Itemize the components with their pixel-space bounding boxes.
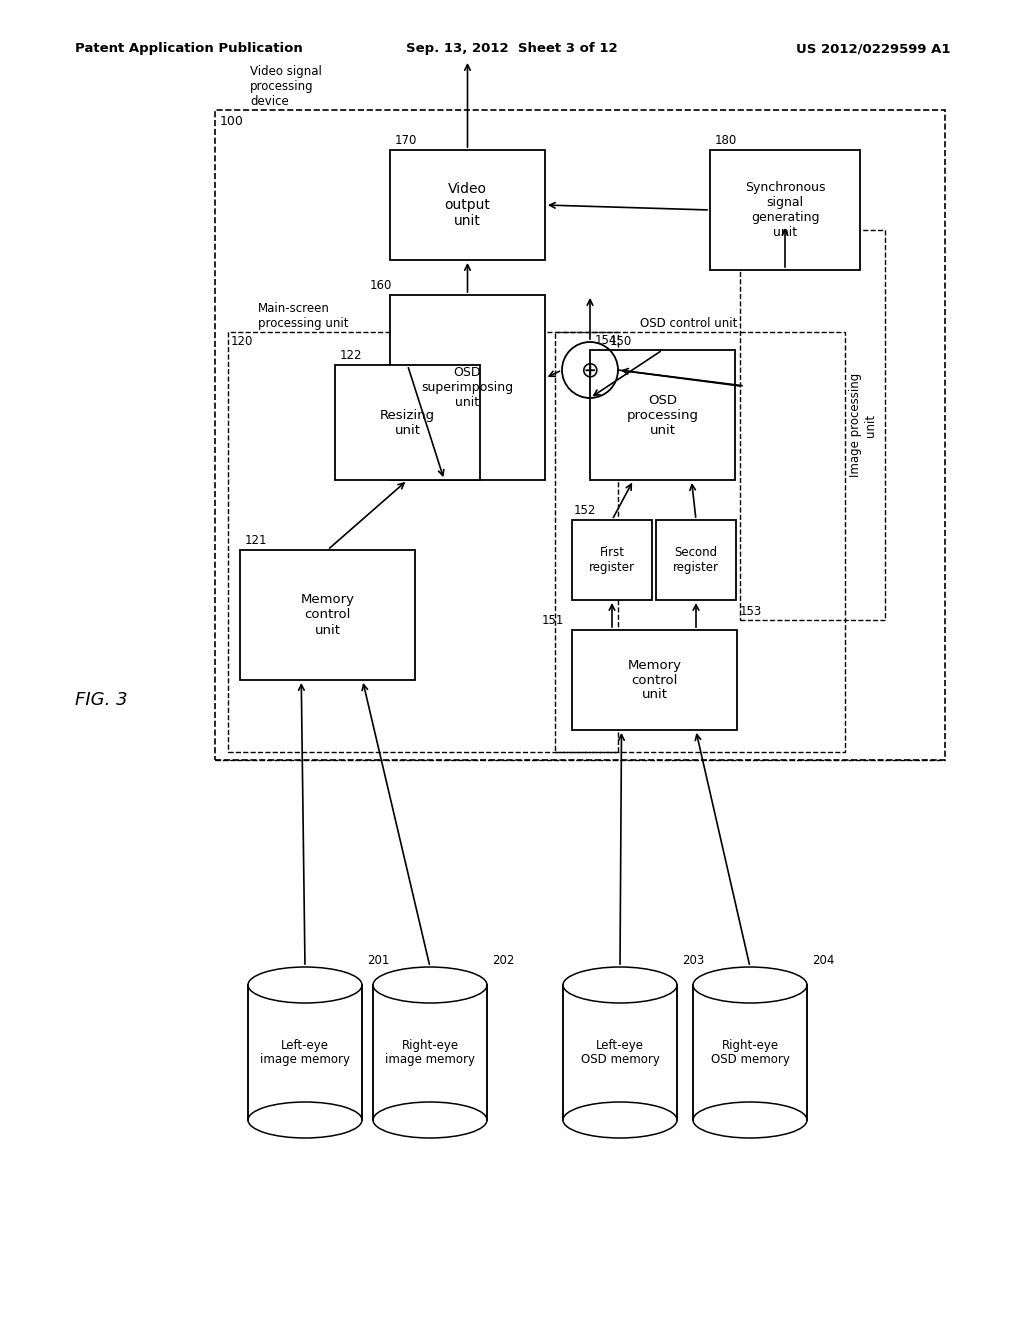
Text: OSD
processing
unit: OSD processing unit — [627, 393, 698, 437]
Ellipse shape — [563, 968, 677, 1003]
Text: 110: 110 — [745, 235, 767, 248]
Text: Memory
control
unit: Memory control unit — [300, 594, 354, 636]
Bar — [335, 366, 480, 480]
Bar — [563, 985, 677, 1119]
Ellipse shape — [373, 1102, 487, 1138]
Text: Right-eye
OSD memory: Right-eye OSD memory — [711, 1039, 790, 1067]
Text: 204: 204 — [812, 954, 835, 968]
Text: 203: 203 — [682, 954, 705, 968]
Bar — [590, 350, 735, 480]
Text: OSD control unit: OSD control unit — [640, 317, 737, 330]
Text: First
register: First register — [589, 546, 635, 574]
Text: 152: 152 — [574, 504, 596, 517]
Text: 121: 121 — [245, 535, 267, 546]
Bar — [572, 630, 737, 730]
Text: Memory
control
unit: Memory control unit — [628, 659, 682, 701]
Text: Second
register: Second register — [673, 546, 719, 574]
Bar — [215, 110, 945, 760]
Text: Right-eye
image memory: Right-eye image memory — [385, 1039, 475, 1067]
Text: 202: 202 — [492, 954, 514, 968]
Bar — [740, 230, 885, 620]
Text: 180: 180 — [715, 135, 737, 147]
Bar — [248, 985, 362, 1119]
Text: Sep. 13, 2012  Sheet 3 of 12: Sep. 13, 2012 Sheet 3 of 12 — [407, 42, 617, 55]
Bar — [656, 520, 736, 601]
Ellipse shape — [248, 1102, 362, 1138]
Text: Resizing
unit: Resizing unit — [380, 408, 435, 437]
Text: Synchronous
signal
generating
unit: Synchronous signal generating unit — [744, 181, 825, 239]
Ellipse shape — [373, 968, 487, 1003]
Ellipse shape — [693, 968, 807, 1003]
Ellipse shape — [693, 1102, 807, 1138]
Text: 100: 100 — [220, 115, 244, 128]
Bar — [710, 150, 860, 271]
Text: 151: 151 — [542, 614, 564, 627]
Text: 150: 150 — [610, 335, 632, 348]
Text: ⊕: ⊕ — [581, 360, 599, 380]
Ellipse shape — [563, 1102, 677, 1138]
Text: Video
output
unit: Video output unit — [444, 182, 490, 228]
Bar — [555, 333, 845, 752]
Text: 120: 120 — [231, 335, 253, 348]
Bar — [390, 294, 545, 480]
Bar — [228, 333, 618, 752]
Text: FIG. 3: FIG. 3 — [75, 690, 128, 709]
Text: 153: 153 — [740, 605, 762, 618]
Text: 170: 170 — [395, 135, 418, 147]
Bar — [373, 985, 487, 1119]
Bar — [240, 550, 415, 680]
Text: Main-screen
processing unit: Main-screen processing unit — [258, 302, 348, 330]
Text: Left-eye
image memory: Left-eye image memory — [260, 1039, 350, 1067]
Text: Left-eye
OSD memory: Left-eye OSD memory — [581, 1039, 659, 1067]
Text: OSD
superimposing
unit: OSD superimposing unit — [422, 366, 514, 409]
Text: Image processing
unit: Image processing unit — [849, 372, 877, 477]
Text: US 2012/0229599 A1: US 2012/0229599 A1 — [796, 42, 950, 55]
Bar — [390, 150, 545, 260]
Bar — [693, 985, 807, 1119]
Bar — [572, 520, 652, 601]
Text: 201: 201 — [367, 954, 389, 968]
Text: 154: 154 — [595, 334, 617, 347]
Text: 122: 122 — [340, 348, 362, 362]
Ellipse shape — [248, 968, 362, 1003]
Text: Video signal
processing
device: Video signal processing device — [250, 65, 322, 108]
Text: Patent Application Publication: Patent Application Publication — [75, 42, 303, 55]
Text: 160: 160 — [370, 279, 392, 292]
